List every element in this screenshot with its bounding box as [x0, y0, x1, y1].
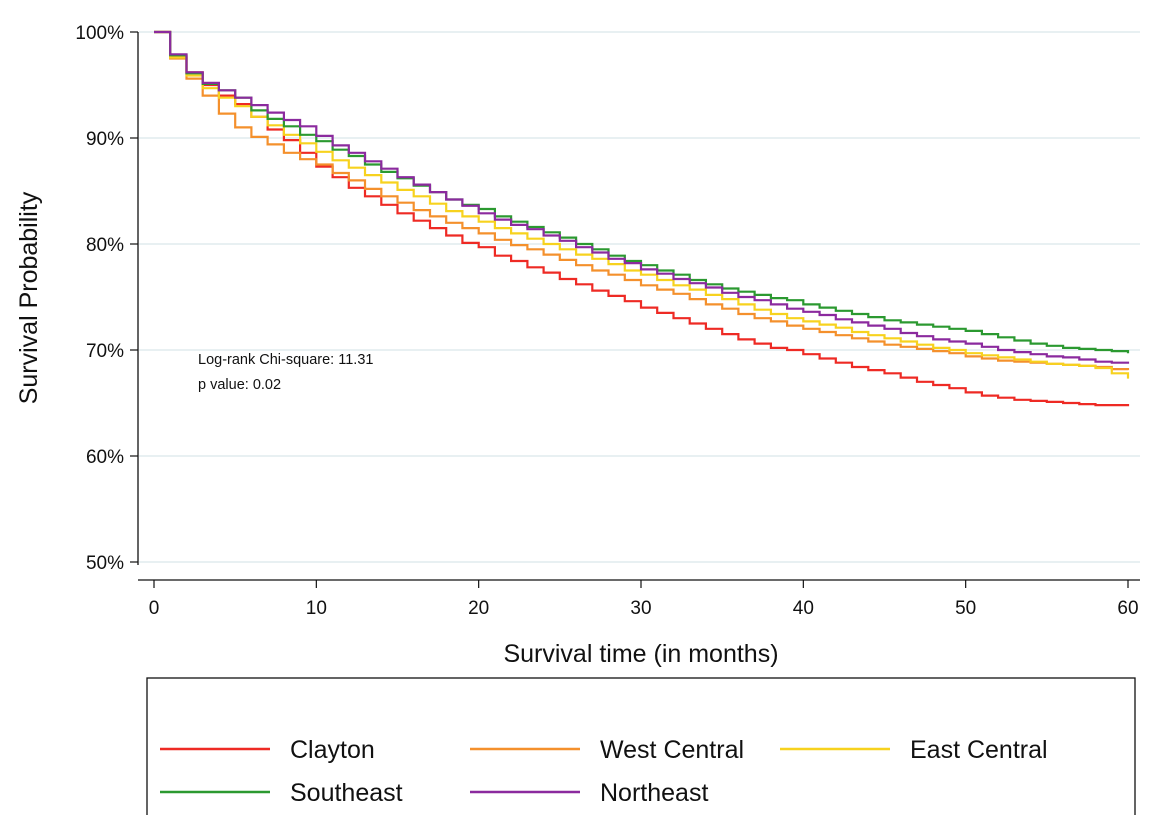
- y-tick-label: 100%: [75, 23, 124, 44]
- grid-lines: [139, 31, 1140, 563]
- x-tick-label: 30: [630, 598, 651, 619]
- series-line-northeast: [154, 30, 1130, 364]
- y-tick-label: 80%: [86, 235, 124, 256]
- x-tick-label: 0: [149, 598, 160, 619]
- y-tick-label: 90%: [86, 129, 124, 150]
- axes: [137, 32, 1140, 581]
- x-tick-label: 20: [468, 598, 489, 619]
- series-lines: [154, 30, 1130, 407]
- y-tick-label: 70%: [86, 341, 124, 362]
- y-axis-title: Survival Probability: [15, 191, 43, 404]
- annotation-p-value: p value: 0.02: [198, 377, 281, 393]
- y-ticks: 50% 60% 70% 80% 90% 100%: [75, 23, 138, 574]
- legend-label: West Central: [600, 736, 744, 764]
- y-tick-label: 60%: [86, 447, 124, 468]
- x-tick-label: 10: [306, 598, 327, 619]
- x-axis-title: Survival time (in months): [503, 640, 778, 668]
- legend-box: [146, 677, 1136, 815]
- y-tick-label: 50%: [86, 553, 124, 574]
- legend-label: Northeast: [600, 779, 708, 807]
- annotation-chi-square: Log-rank Chi-square: 11.31: [198, 352, 373, 368]
- x-tick-label: 40: [793, 598, 814, 619]
- series-line-east-central: [154, 30, 1130, 379]
- series-line-west-central: [154, 30, 1130, 371]
- legend-label: Clayton: [290, 736, 375, 764]
- x-ticks: 0 10 20 30 40 50 60: [149, 580, 1139, 619]
- legend: Clayton West Central East Central Southeast…: [146, 677, 1136, 815]
- legend-items: Clayton West Central East Central Southeast…: [160, 736, 1048, 807]
- x-tick-label: 50: [955, 598, 976, 619]
- x-tick-label: 60: [1117, 598, 1138, 619]
- legend-label: East Central: [910, 736, 1048, 764]
- legend-label: Southeast: [290, 779, 403, 807]
